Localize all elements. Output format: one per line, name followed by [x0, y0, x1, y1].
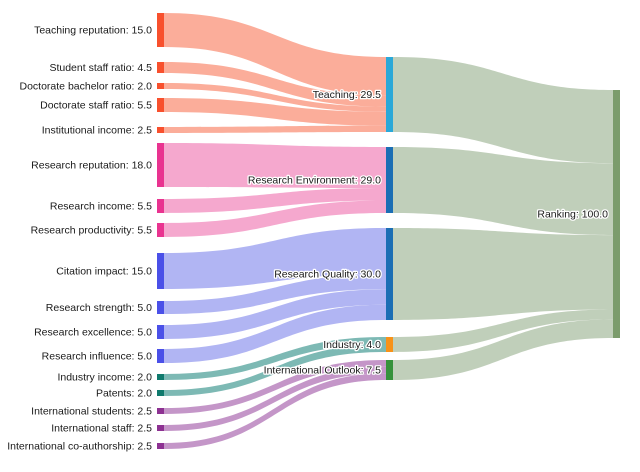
node-doctorate_staff_ratio[interactable] — [157, 98, 164, 112]
link-industry_income-to-industry_pillar[interactable] — [164, 337, 386, 380]
node-research_quality_pillar[interactable] — [386, 228, 393, 320]
node-label-research_influence: Research influence: 5.0 — [42, 351, 152, 363]
node-label-industry_pillar: Industry: 4.0 — [323, 339, 381, 351]
link-teaching_pillar-to-ranking[interactable] — [393, 57, 613, 164]
node-research_reputation[interactable] — [157, 143, 164, 187]
node-label-patents: Patents: 2.0 — [96, 388, 152, 400]
node-label-research_excellence: Research excellence: 5.0 — [34, 327, 152, 339]
node-teaching_reputation[interactable] — [157, 13, 164, 47]
link-research_influence-to-research_quality_pillar[interactable] — [164, 304, 386, 363]
link-international_students-to-international_outlook[interactable] — [164, 360, 386, 414]
node-label-international_coauthorship: International co-authorship: 2.5 — [7, 441, 152, 453]
link-international_coauthorship-to-international_outlook[interactable] — [164, 373, 386, 449]
node-student_staff_ratio[interactable] — [157, 62, 164, 73]
node-label-research_reputation: Research reputation: 18.0 — [31, 160, 152, 172]
node-international_staff[interactable] — [157, 425, 164, 431]
link-doctorate_bachelor_ratio-to-teaching_pillar[interactable] — [164, 83, 386, 112]
node-label-research_productivity: Research productivity: 5.5 — [31, 225, 153, 237]
node-international_outlook[interactable] — [386, 360, 393, 380]
node-label-doctorate_bachelor_ratio: Doctorate bachelor ratio: 2.0 — [20, 81, 153, 93]
link-doctorate_staff_ratio-to-teaching_pillar[interactable] — [164, 98, 386, 126]
node-international_coauthorship[interactable] — [157, 443, 164, 449]
node-research_productivity[interactable] — [157, 223, 164, 237]
sankey-nodes-layer — [157, 13, 620, 449]
link-institutional_income-to-teaching_pillar[interactable] — [164, 125, 386, 133]
sankey-links-layer — [164, 13, 613, 449]
link-research_income-to-research_environment[interactable] — [164, 188, 386, 213]
node-label-research_strength: Research strength: 5.0 — [46, 302, 152, 314]
node-label-research_environment: Research Environment: 29.0 — [248, 175, 381, 187]
node-doctorate_bachelor_ratio[interactable] — [157, 83, 164, 89]
link-research_excellence-to-research_quality_pillar[interactable] — [164, 289, 386, 339]
node-citation_impact[interactable] — [157, 253, 164, 289]
node-label-international_students: International students: 2.5 — [31, 406, 152, 418]
node-label-doctorate_staff_ratio: Doctorate staff ratio: 5.5 — [40, 100, 152, 112]
node-label-research_quality_pillar: Research Quality: 30.0 — [274, 269, 381, 281]
link-patents-to-industry_pillar[interactable] — [164, 344, 386, 397]
node-label-teaching_reputation: Teaching reputation: 15.0 — [34, 25, 152, 37]
link-research_reputation-to-research_environment[interactable] — [164, 143, 386, 188]
node-patents[interactable] — [157, 390, 164, 396]
node-research_environment[interactable] — [386, 147, 393, 213]
node-label-institutional_income: Institutional income: 2.5 — [42, 125, 152, 137]
sankey-labels-layer: Teaching reputation: 15.0 Student staff r… — [6, 23, 610, 454]
link-research_quality_pillar-to-ranking[interactable] — [393, 228, 613, 320]
link-industry_pillar-to-ranking[interactable] — [393, 309, 613, 353]
node-label-ranking: Ranking: 100.0 — [537, 209, 608, 221]
node-industry_income[interactable] — [157, 374, 164, 380]
node-industry_pillar[interactable] — [386, 337, 393, 352]
node-institutional_income[interactable] — [157, 127, 164, 133]
node-label-research_income: Research income: 5.5 — [50, 201, 152, 213]
link-international_outlook-to-ranking[interactable] — [393, 319, 613, 380]
node-label-industry_income: Industry income: 2.0 — [57, 372, 152, 384]
link-citation_impact-to-research_quality_pillar[interactable] — [164, 228, 386, 289]
node-label-international_outlook: International Outlook: 7.5 — [264, 365, 381, 377]
node-international_students[interactable] — [157, 408, 164, 414]
node-teaching_pillar[interactable] — [386, 57, 393, 132]
link-research_environment-to-ranking[interactable] — [393, 147, 613, 236]
link-student_staff_ratio-to-teaching_pillar[interactable] — [164, 62, 386, 107]
node-research_influence[interactable] — [157, 349, 164, 363]
link-teaching_reputation-to-teaching_pillar[interactable] — [164, 13, 386, 96]
link-research_strength-to-research_quality_pillar[interactable] — [164, 274, 386, 314]
node-label-teaching_pillar: Teaching: 29.5 — [313, 89, 381, 101]
node-research_excellence[interactable] — [157, 325, 164, 339]
node-label-international_staff: International staff: 2.5 — [51, 423, 152, 435]
node-label-citation_impact: Citation impact: 15.0 — [56, 266, 152, 278]
node-label-student_staff_ratio: Student staff ratio: 4.5 — [49, 62, 152, 74]
link-international_staff-to-international_outlook[interactable] — [164, 366, 386, 431]
node-research_income[interactable] — [157, 199, 164, 213]
link-research_productivity-to-research_environment[interactable] — [164, 200, 386, 238]
node-ranking[interactable] — [613, 90, 620, 338]
node-research_strength[interactable] — [157, 301, 164, 314]
